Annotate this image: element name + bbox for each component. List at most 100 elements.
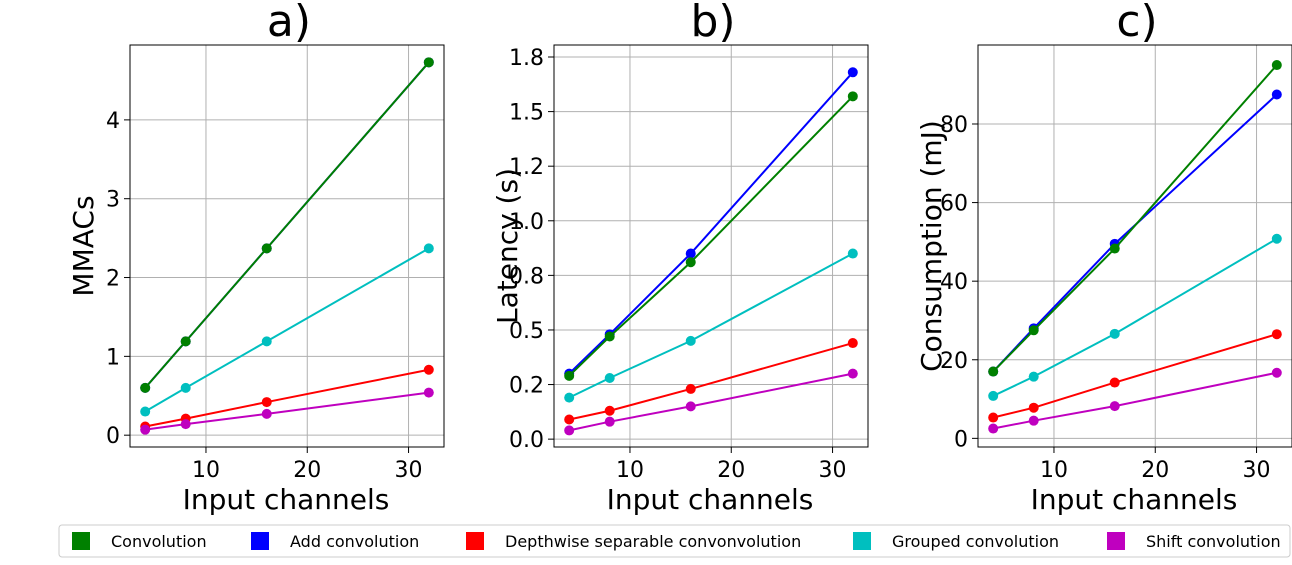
x-tick-label: 20 (717, 458, 745, 483)
y-tick-label: 20 (940, 349, 968, 374)
series-line (144, 368, 430, 428)
data-point (847, 67, 858, 78)
data-point (140, 382, 151, 393)
panel-title: c) (1116, 0, 1157, 47)
y-tick-label: 0.0 (509, 428, 544, 453)
data-point (1028, 402, 1039, 413)
data-point (604, 372, 615, 383)
data-point (1271, 329, 1282, 340)
y-tick-label: 4 (106, 109, 120, 134)
legend-label: Convolution (111, 532, 207, 551)
data-point (180, 419, 191, 430)
x-tick-label: 30 (819, 458, 847, 483)
series-line (144, 247, 430, 413)
panel-3: 10 20 30 0 20 40 60 80 c) Input channels Consumpti… (915, 0, 1292, 516)
data-point (564, 414, 575, 425)
data-point (988, 390, 999, 401)
data-point (180, 382, 191, 393)
y-tick-label: 1.2 (509, 155, 544, 180)
y-axis-label: Latency (s) (491, 168, 524, 324)
panel-2: 10 20 30 0.0 0.2 0.5 0.8 1.0 1.2 1.5 1.8 b) Input ch… (491, 0, 869, 516)
data-point (1109, 401, 1120, 412)
x-axis-label: Input channels (1031, 483, 1238, 516)
data-point (1109, 377, 1120, 388)
data-point (847, 91, 858, 102)
series-line (568, 252, 854, 399)
data-point (423, 243, 434, 254)
legend-swatch (853, 532, 871, 550)
y-tick-label: 0.2 (509, 374, 544, 399)
panel-title: b) (690, 0, 735, 47)
data-point (140, 424, 151, 435)
data-point (1028, 371, 1039, 382)
y-tick-label: 1.8 (509, 46, 544, 71)
axes-frame (129, 44, 445, 448)
series-line (992, 333, 1278, 419)
x-tick-label: 30 (395, 458, 423, 483)
y-tick-label: 40 (940, 270, 968, 295)
y-tick-label: 0.5 (509, 319, 544, 344)
data-point (604, 405, 615, 416)
data-point (685, 257, 696, 268)
data-point (847, 248, 858, 259)
y-tick-label: 1 (106, 345, 120, 370)
data-point (604, 416, 615, 427)
series-line (144, 61, 430, 389)
legend-swatch (72, 532, 90, 550)
panel-title: a) (267, 0, 311, 47)
data-point (564, 370, 575, 381)
panel-1: 10 20 30 0 1 2 3 4 a) Input channels MMACs (67, 0, 445, 516)
series-line (568, 71, 854, 375)
data-point (1109, 328, 1120, 339)
x-tick-label: 30 (1243, 458, 1271, 483)
axes-frame (977, 44, 1292, 448)
data-point (847, 368, 858, 379)
series-line (992, 237, 1278, 397)
series-line (568, 342, 854, 421)
data-point (261, 397, 272, 408)
data-point (423, 364, 434, 375)
data-point (685, 248, 696, 259)
x-tick-label: 10 (616, 458, 644, 483)
data-point (685, 401, 696, 412)
data-point (988, 412, 999, 423)
x-tick-label: 20 (1141, 458, 1169, 483)
y-tick-label: 60 (940, 192, 968, 217)
series-line (568, 95, 854, 377)
x-axis-label: Input channels (183, 483, 390, 516)
legend-label: Shift convolution (1146, 532, 1281, 551)
x-tick-label: 10 (192, 458, 220, 483)
data-point (988, 423, 999, 434)
data-point (140, 406, 151, 417)
series-line (992, 64, 1278, 373)
axes-frame (553, 44, 869, 448)
x-tick-label: 20 (293, 458, 321, 483)
data-point (847, 338, 858, 349)
legend-frame (58, 524, 1291, 558)
x-axis-label: Input channels (607, 483, 814, 516)
data-point (261, 408, 272, 419)
legend-label: Add convolution (290, 532, 419, 551)
series-line (992, 371, 1278, 430)
data-point (1109, 243, 1120, 254)
legend-swatch (251, 532, 269, 550)
data-point (1271, 367, 1282, 378)
data-point (1028, 325, 1039, 336)
data-point (1271, 233, 1282, 244)
y-tick-label: 1.0 (509, 210, 544, 235)
series-line (145, 391, 429, 431)
data-point (988, 366, 999, 377)
data-point (685, 335, 696, 346)
data-point (685, 383, 696, 394)
y-tick-label: 0 (106, 424, 120, 449)
y-tick-label: 2 (106, 267, 120, 292)
data-point (261, 336, 272, 347)
data-point (1028, 415, 1039, 426)
legend: Convolution Add convolution Depthwise sepa… (58, 524, 1291, 558)
y-tick-label: 1.5 (509, 101, 544, 126)
data-point (423, 57, 434, 68)
series-line (568, 372, 854, 432)
legend-swatch (1107, 532, 1125, 550)
data-point (564, 392, 575, 403)
